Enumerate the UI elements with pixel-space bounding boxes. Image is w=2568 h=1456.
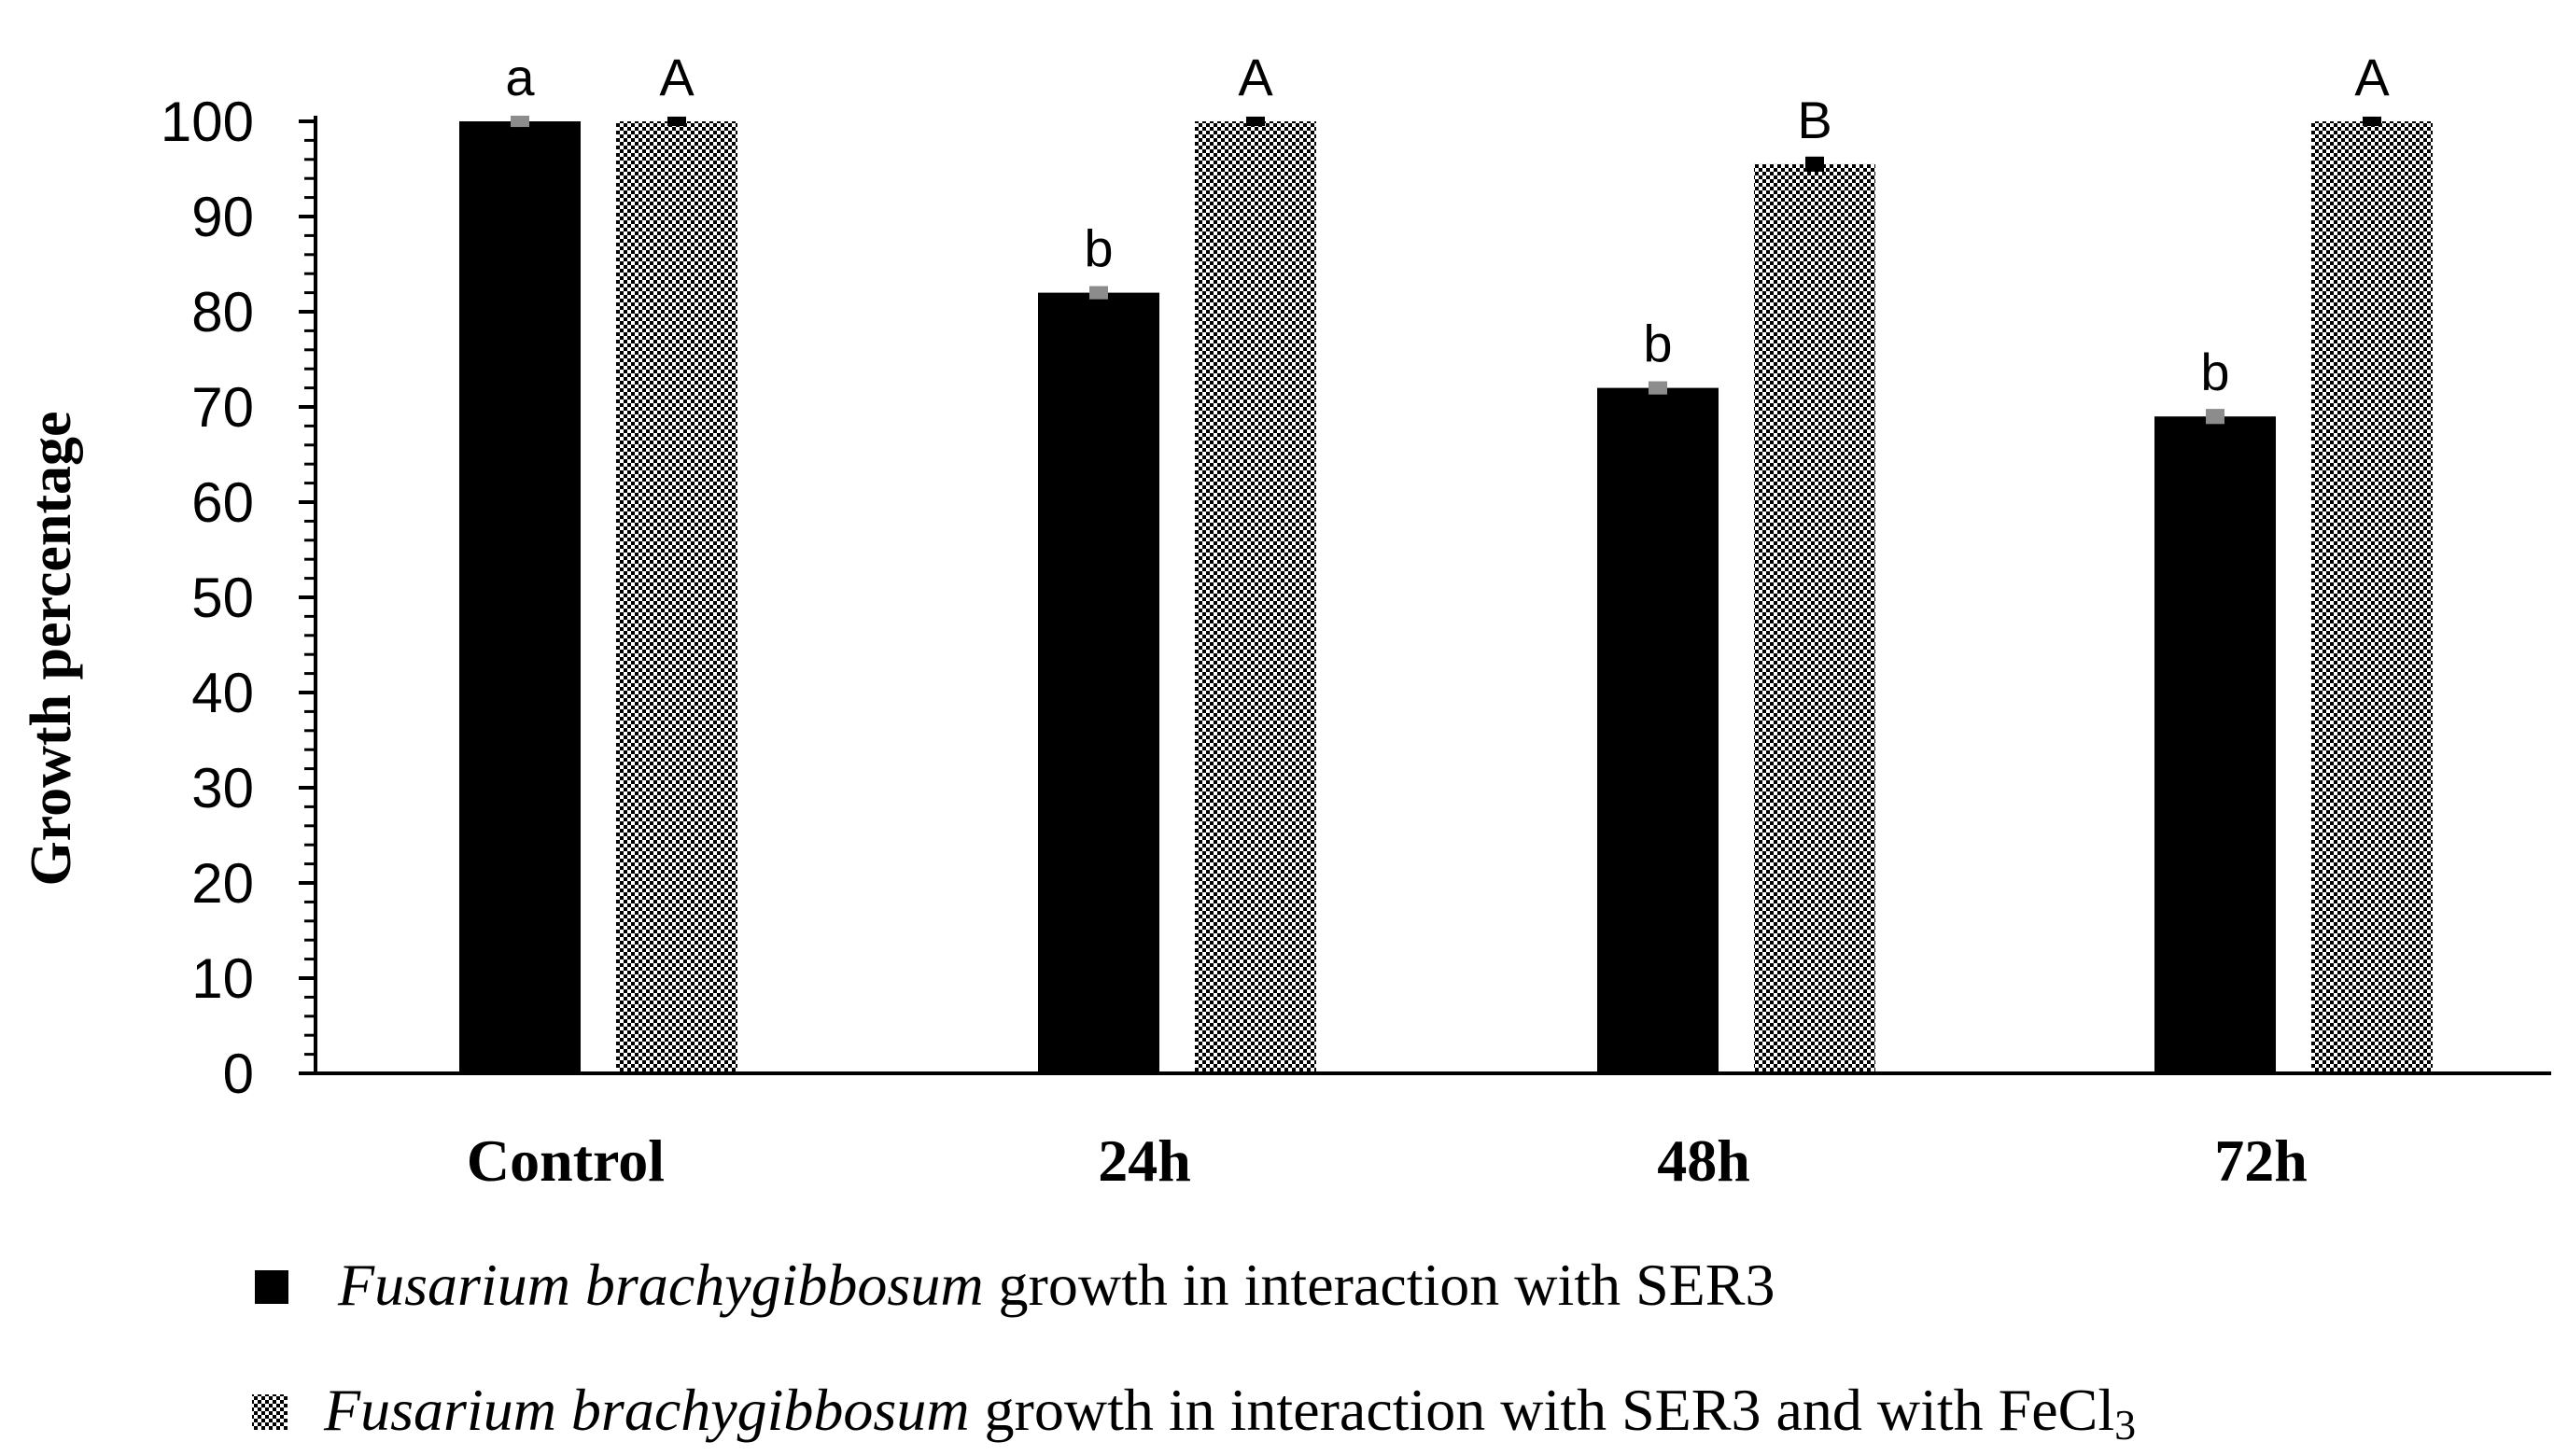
legend-label-checkered-species: Fusarium brachygibbosum	[323, 1377, 970, 1443]
error-bar	[1089, 286, 1108, 300]
error-bar	[1805, 156, 1824, 172]
legend-label-checkered: Fusarium brachygibbosum growth in intera…	[323, 1377, 2136, 1449]
y-tick-label: 60	[191, 471, 254, 534]
y-tick-label: 10	[191, 947, 254, 1010]
bar-ser3-fecl3-control	[616, 121, 737, 1073]
y-tick-label: 40	[191, 662, 254, 724]
significance-letter: b	[2200, 343, 2229, 401]
error-bars	[511, 115, 2381, 425]
x-tick-label: Control	[467, 1127, 665, 1194]
significance-letter: A	[2354, 48, 2390, 106]
error-bar	[1246, 116, 1265, 127]
bar-ser3-fecl3-24h	[1195, 121, 1316, 1073]
y-axis-tick-labels: 0 10 20 30 40 50 60 70 80 90 100	[161, 91, 254, 1105]
x-tick-label: 72h	[2214, 1127, 2308, 1194]
y-tick-label: 100	[161, 91, 254, 153]
legend-label-checkered-subscript: 3	[2114, 1401, 2136, 1449]
y-tick-label: 30	[191, 757, 254, 819]
significance-letters: a b b b A A B A	[505, 48, 2390, 401]
legend-label-solid-rest: growth in interaction with SER3	[984, 1252, 1775, 1318]
x-tick-label: 24h	[1098, 1127, 1191, 1194]
y-tick-label: 20	[191, 852, 254, 915]
significance-letter: B	[1797, 91, 1831, 149]
significance-letter: b	[1643, 315, 1672, 373]
bar-ser3-72h	[2154, 416, 2276, 1073]
legend-label-solid: Fusarium brachygibbosum growth in intera…	[337, 1252, 1775, 1318]
bars	[459, 121, 2433, 1074]
bar-ser3-fecl3-48h	[1754, 163, 1875, 1073]
bar-ser3-control	[459, 121, 581, 1073]
y-tick-label: 80	[191, 281, 254, 343]
x-axis-tick-labels: Control 24h 48h 72h	[467, 1127, 2308, 1194]
error-bar	[511, 115, 529, 128]
error-bar	[1649, 381, 1667, 395]
significance-letter: b	[1084, 219, 1113, 278]
y-axis-title: Growth percentage	[20, 411, 83, 886]
bar-ser3-48h	[1597, 387, 1719, 1074]
y-tick-label: 90	[191, 186, 254, 248]
error-bar	[667, 116, 686, 127]
legend-swatch-solid	[255, 1270, 288, 1304]
significance-letter: A	[659, 48, 695, 106]
legend: Fusarium brachygibbosum growth in intera…	[252, 1252, 2136, 1449]
y-tick-label: 50	[191, 567, 254, 629]
legend-label-checkered-rest: growth in interaction with SER3 and with…	[970, 1377, 2115, 1443]
significance-letter: a	[505, 48, 535, 106]
bar-ser3-24h	[1038, 292, 1159, 1074]
y-tick-label: 70	[191, 376, 254, 439]
y-tick-label: 0	[223, 1043, 254, 1105]
y-axis-ticks	[299, 119, 316, 1075]
legend-swatch-checkered	[252, 1394, 288, 1430]
legend-label-solid-species: Fusarium brachygibbosum	[337, 1252, 984, 1318]
bar-ser3-fecl3-72h	[2311, 121, 2433, 1073]
significance-letter: A	[1238, 48, 1273, 106]
x-tick-label: 48h	[1657, 1127, 1750, 1194]
error-bar	[2206, 409, 2224, 425]
error-bar	[2363, 116, 2381, 127]
